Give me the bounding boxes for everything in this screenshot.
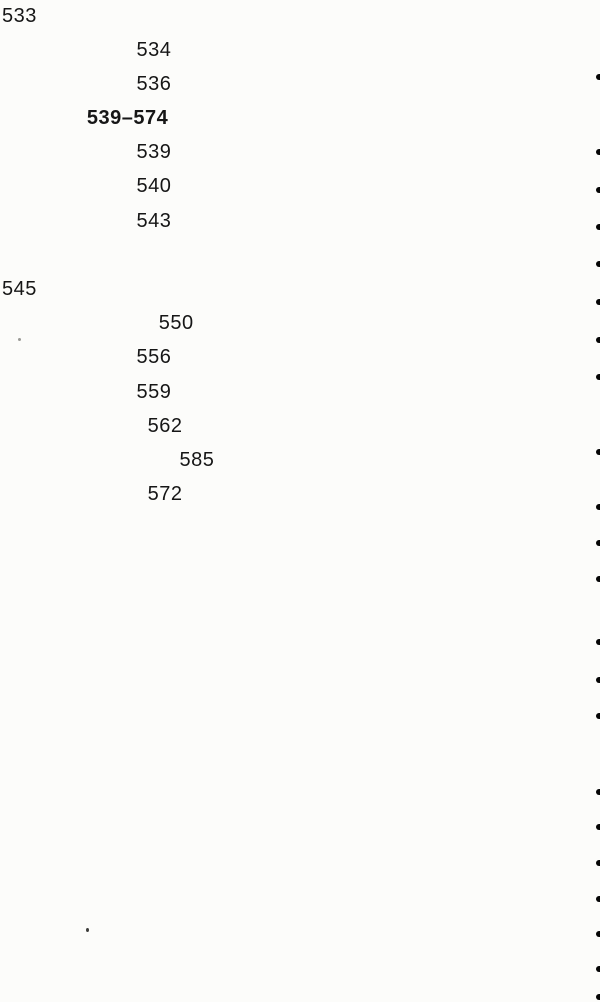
scan-edge-artifact [596,713,600,719]
scan-edge-artifact [596,966,600,972]
scan-smudge [86,928,89,932]
scan-edge-artifact [596,374,600,380]
scan-edge-artifact [596,994,600,1000]
scan-edge-artifact [596,449,600,455]
scan-edge-artifact [596,337,600,343]
scan-edge-artifact [596,149,600,155]
toc-entry: (15)विश्वचित् होत्रक मन्त्र572 [0,483,600,1002]
scan-edge-artifact [596,860,600,866]
scan-edge-artifact [596,896,600,902]
scan-edge-artifact [596,74,600,80]
scan-edge-artifact [596,677,600,683]
scan-edge-artifact [596,540,600,546]
scan-smudge [18,338,21,341]
scan-edge-artifact [596,224,600,230]
scan-edge-artifact [596,187,600,193]
scan-edge-artifact [596,576,600,582]
scan-edge-artifact [596,789,600,795]
scan-edge-artifact [596,261,600,267]
scan-edge-artifact [596,824,600,830]
scan-edge-artifact [596,504,600,510]
entry-page-number: 572 [147,483,600,1002]
scan-edge-artifact [596,639,600,645]
scan-edge-artifact [596,299,600,305]
scan-edge-artifact [596,931,600,937]
